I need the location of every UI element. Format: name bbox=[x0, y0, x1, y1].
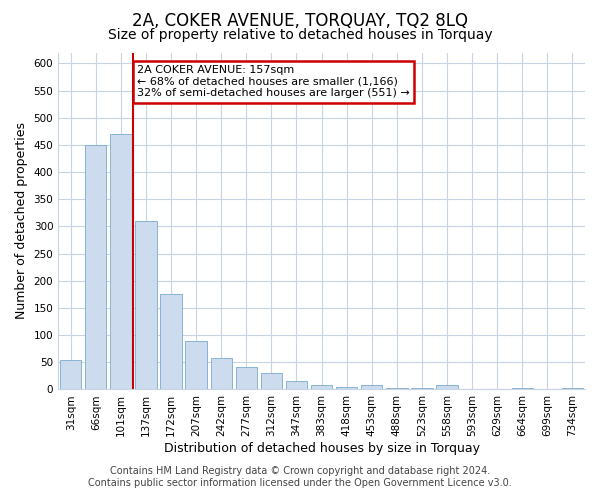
Bar bbox=[286, 382, 307, 390]
Bar bbox=[436, 385, 458, 390]
Bar bbox=[60, 360, 82, 390]
Text: Size of property relative to detached houses in Torquay: Size of property relative to detached ho… bbox=[107, 28, 493, 42]
Bar bbox=[236, 366, 257, 390]
Bar bbox=[361, 385, 382, 390]
Text: 2A COKER AVENUE: 157sqm
← 68% of detached houses are smaller (1,166)
32% of semi: 2A COKER AVENUE: 157sqm ← 68% of detache… bbox=[137, 65, 410, 98]
Bar bbox=[160, 294, 182, 390]
Text: Contains HM Land Registry data © Crown copyright and database right 2024.
Contai: Contains HM Land Registry data © Crown c… bbox=[88, 466, 512, 487]
Bar bbox=[386, 388, 407, 390]
Bar bbox=[261, 373, 282, 390]
Bar bbox=[336, 386, 358, 390]
Bar bbox=[185, 340, 207, 390]
Bar bbox=[311, 385, 332, 390]
Bar bbox=[461, 389, 483, 390]
X-axis label: Distribution of detached houses by size in Torquay: Distribution of detached houses by size … bbox=[164, 442, 479, 455]
Bar bbox=[411, 388, 433, 390]
Text: 2A, COKER AVENUE, TORQUAY, TQ2 8LQ: 2A, COKER AVENUE, TORQUAY, TQ2 8LQ bbox=[132, 12, 468, 30]
Bar bbox=[136, 221, 157, 390]
Bar bbox=[512, 388, 533, 390]
Bar bbox=[110, 134, 131, 390]
Bar bbox=[562, 388, 583, 390]
Y-axis label: Number of detached properties: Number of detached properties bbox=[15, 122, 28, 320]
Bar bbox=[211, 358, 232, 390]
Bar bbox=[85, 145, 106, 390]
